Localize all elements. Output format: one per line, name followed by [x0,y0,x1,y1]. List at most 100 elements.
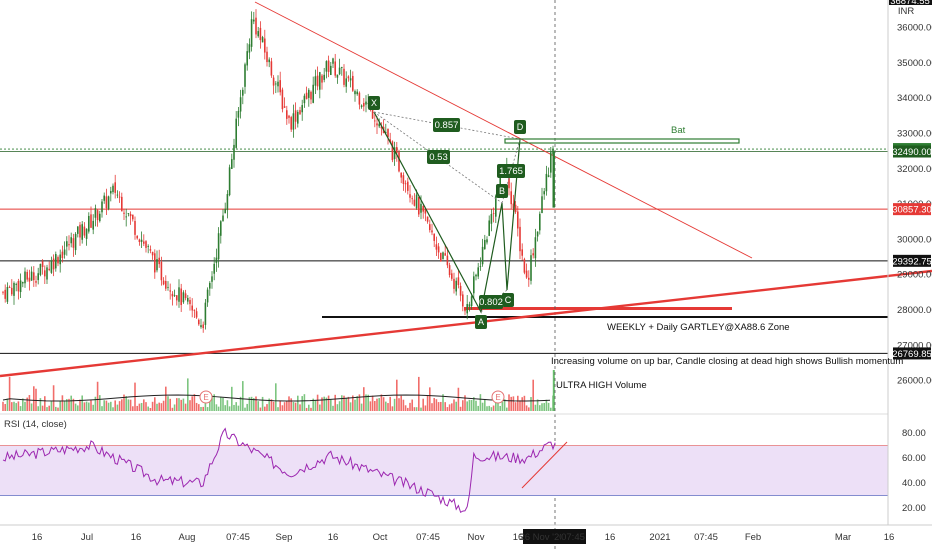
price-tick-label: 35000.00 [897,58,932,69]
volume-bar [253,398,255,411]
volume-bar [147,406,149,411]
event-marker [199,390,213,404]
volume-bar [435,399,438,411]
candle-body [475,274,477,277]
volume-bar [272,401,275,411]
candle-body [96,210,99,221]
volume-bar [11,402,13,411]
event-marker [491,390,505,404]
volume-bar [257,401,259,411]
price-tag [893,347,931,360]
volume-bar [468,399,471,411]
volume-bar [413,407,416,411]
candle-body [457,277,460,286]
candle-body [85,228,88,239]
price-tag [893,254,931,267]
time-tick-label: Nov [468,532,485,543]
volume-bar [59,400,61,411]
candle-body [523,259,526,273]
candle-body [169,290,171,292]
time-tick-label: 07:45 [226,532,250,543]
volume-bar [261,396,264,411]
volume-bar [440,401,442,411]
volume-bar [92,404,94,411]
volume-bar [123,394,125,411]
volume-bar [99,395,101,411]
volume-bar [193,394,196,411]
candle-body [88,215,90,232]
volume-bar [211,395,213,411]
volume-bar [85,401,88,411]
volume-bar [352,395,354,411]
volume-bar [371,395,374,411]
candle-body [435,244,438,250]
candle-body [528,277,530,280]
candle-body [292,113,295,130]
volume-bar [198,404,200,411]
volume-bar [145,402,147,411]
candle-body [437,246,440,253]
volume-bar [532,379,534,411]
rsi-band [0,445,888,496]
candle-body [319,72,321,90]
candle-body [510,191,512,205]
candle-body [237,110,240,118]
volume-bar [28,395,31,411]
candle-body [327,60,330,73]
rsi-title: RSI (14, close) [4,419,67,430]
candle-body [550,152,552,173]
candle-body [138,239,141,243]
volume-bar [66,399,68,411]
candle-body [136,235,138,239]
breakout-candle [552,151,555,208]
volume-bar [495,396,497,411]
candle-body [266,51,268,63]
volume-bar [169,398,171,411]
candle-body [519,226,521,252]
candle-body [446,255,449,266]
volume-bar [523,395,526,411]
volume-bar [334,394,336,411]
candle-body [107,196,110,209]
candle-body [488,220,490,236]
candle-body [404,183,407,185]
volume-bar [121,399,123,411]
volume-bar [512,396,515,411]
candle-body [310,91,312,100]
volume-bar [330,399,332,411]
volume-bar [228,406,231,411]
volume-bar [488,405,490,411]
candle-body [48,268,50,270]
candle-body [211,276,213,282]
candle-body [420,203,422,213]
volume-bar [114,400,116,411]
candle-body [81,224,83,240]
candle-body [479,266,482,268]
point-b-box [496,184,508,198]
volume-bar [248,397,251,411]
volume-bar [301,396,303,411]
candle-body [72,238,75,248]
candle-body [125,216,127,218]
candle-body [178,287,180,302]
candle-body [481,246,484,265]
candle-body [448,265,451,275]
volume-bar [112,407,114,411]
volume-bar [297,395,299,411]
volume-bar [52,385,55,411]
candle-body [391,141,394,161]
candle-body [149,249,152,251]
volume-ma-line [2,394,551,402]
volume-bar [266,404,268,411]
volume-bar [202,406,204,411]
candle-body [246,51,248,66]
rsi-tick-label: 60.00 [902,453,926,464]
candle-body [547,175,550,177]
ratio-box [479,295,503,309]
volume-bar [57,407,59,411]
candle-body [151,251,154,256]
time-axis: 16 Jul 16 Aug 07:45 Sep 16 Oct 07:45 Nov 16 07:45 16… [0,524,932,544]
point-d-box [514,120,526,134]
volume-bar [358,394,361,411]
